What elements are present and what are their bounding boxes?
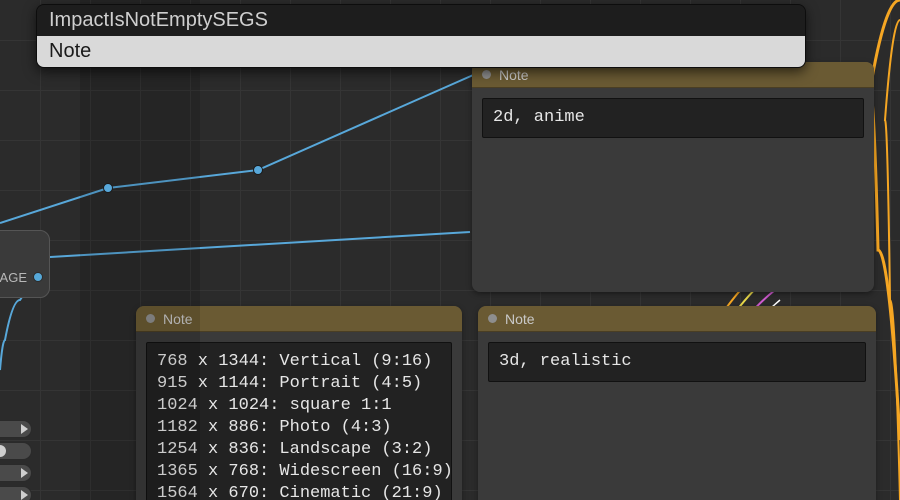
collapse-dot-icon[interactable]	[146, 314, 155, 323]
wire-node-dot	[103, 183, 113, 193]
play-icon	[21, 468, 28, 478]
note-title: Note	[505, 311, 535, 327]
note-body[interactable]: 768 x 1344: Vertical (9:16) 915 x 1144: …	[146, 342, 452, 500]
play-icon	[21, 490, 28, 500]
collapse-dot-icon[interactable]	[482, 70, 491, 79]
play-icon	[21, 424, 28, 434]
node-search-dropdown[interactable]: ImpactIsNotEmptySEGS Note	[36, 4, 806, 68]
note-node[interactable]: Note 3d, realistic	[478, 306, 876, 500]
collapse-dot-icon[interactable]	[488, 314, 497, 323]
note-body[interactable]: 2d, anime	[482, 98, 864, 138]
note-title: Note	[163, 311, 193, 327]
note-body[interactable]: 3d, realistic	[488, 342, 866, 382]
toggle-button[interactable]	[0, 442, 32, 460]
note-title: Note	[499, 67, 529, 83]
output-port-label: IMAGE	[0, 270, 27, 285]
toggle-knob-icon	[0, 445, 6, 457]
search-result-item-selected[interactable]: Note	[37, 36, 805, 67]
wire-node-dot	[253, 165, 263, 175]
node-graph-canvas[interactable]: IMAGE Note 2d, anime Note 768 x 1344: Ve…	[0, 0, 900, 500]
note-node[interactable]: Note 768 x 1344: Vertical (9:16) 915 x 1…	[136, 306, 462, 500]
note-header[interactable]: Note	[136, 306, 462, 332]
note-node[interactable]: Note 2d, anime	[472, 62, 874, 292]
play-button[interactable]	[0, 420, 32, 438]
play-button[interactable]	[0, 486, 32, 500]
mini-toolbar	[0, 420, 32, 500]
image-output-node[interactable]: IMAGE	[0, 230, 50, 298]
search-result-item[interactable]: ImpactIsNotEmptySEGS	[37, 5, 805, 36]
output-port-image[interactable]: IMAGE	[0, 267, 43, 287]
play-button[interactable]	[0, 464, 32, 482]
note-header[interactable]: Note	[478, 306, 876, 332]
port-dot-icon	[33, 272, 43, 282]
